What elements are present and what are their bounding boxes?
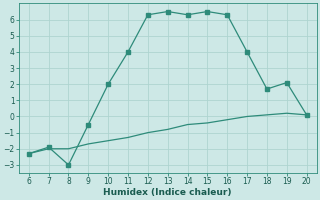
X-axis label: Humidex (Indice chaleur): Humidex (Indice chaleur) bbox=[103, 188, 232, 197]
